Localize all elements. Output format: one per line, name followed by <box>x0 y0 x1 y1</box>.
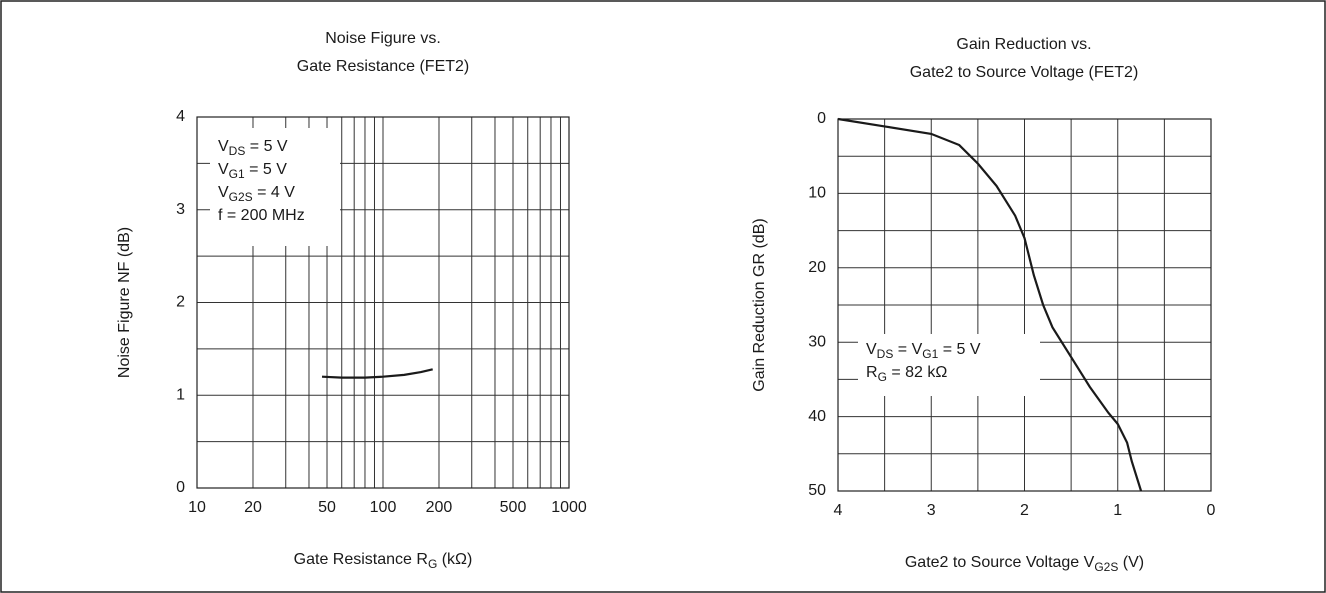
subscript: G2S <box>229 190 253 204</box>
x-tick-label: 0 <box>1207 502 1216 519</box>
x-tick-label: 50 <box>318 499 336 516</box>
subscript: DS <box>229 144 246 158</box>
y-tick-label: 20 <box>808 259 826 276</box>
y-tick-label: 4 <box>176 108 185 125</box>
text-part: f = 200 MHz <box>218 207 305 224</box>
annotation: VG2S = 4 V <box>218 184 295 204</box>
text-part: = 4 V <box>253 184 296 201</box>
text-part: V <box>218 161 229 178</box>
text-part: = 5 V <box>245 161 288 178</box>
annotation: f = 200 MHz <box>218 207 305 224</box>
text-part: V <box>218 138 229 155</box>
subscript: DS <box>877 347 894 361</box>
data-line <box>837 117 1143 492</box>
text-part: V <box>218 184 229 201</box>
y-axis-label: Noise Figure NF (dB) <box>116 227 133 378</box>
x-tick-label: 200 <box>426 499 453 516</box>
x-tick-label: 3 <box>927 502 936 519</box>
text-part: R <box>866 364 878 381</box>
data-line <box>321 368 433 379</box>
chart-title: Gate Resistance (FET2) <box>297 58 470 75</box>
plot-frame <box>196 116 570 489</box>
chart-title: Noise Figure vs. <box>325 30 441 47</box>
subscript: G <box>878 370 887 384</box>
y-tick-label: 3 <box>176 201 185 218</box>
x-tick-label: 500 <box>500 499 527 516</box>
text-part: = 82 kΩ <box>887 364 947 381</box>
y-axis-label: Gain Reduction GR (dB) <box>751 218 768 391</box>
y-tick-label: 30 <box>808 333 826 350</box>
x-tick-label: 1 <box>1113 502 1122 519</box>
annotation: VDS = 5 V <box>218 138 288 158</box>
x-tick-label: 10 <box>188 499 206 516</box>
x-tick-label: 2 <box>1020 502 1029 519</box>
text-part: = 5 V <box>245 138 288 155</box>
plot-frame <box>837 118 1212 492</box>
text-part: V <box>866 341 877 358</box>
y-tick-label: 50 <box>808 482 826 499</box>
text-part: Gate Resistance R <box>294 551 428 568</box>
annotation-box <box>858 334 1040 396</box>
y-tick-label: 0 <box>817 110 826 127</box>
annotation: RG = 82 kΩ <box>866 364 947 384</box>
subscript: G1 <box>229 167 245 181</box>
y-tick-label: 40 <box>808 408 826 425</box>
chart-title: Gate2 to Source Voltage (FET2) <box>910 64 1139 81</box>
x-tick-label: 20 <box>244 499 262 516</box>
text-part: Gate2 to Source Voltage V <box>905 554 1095 571</box>
y-tick-label: 2 <box>176 294 185 311</box>
annotation-box <box>210 128 340 246</box>
x-tick-label: 100 <box>370 499 397 516</box>
y-tick-label: 10 <box>808 185 826 202</box>
annotation: VDS = VG1 = 5 V <box>866 341 981 361</box>
x-axis-label: Gate2 to Source Voltage VG2S (V) <box>905 554 1144 574</box>
y-tick-label: 1 <box>176 386 185 403</box>
subscript: G2S <box>1094 560 1118 574</box>
text-part: = V <box>893 341 922 358</box>
x-tick-label: 4 <box>834 502 843 519</box>
text-part: = 5 V <box>938 341 981 358</box>
x-axis-label: Gate Resistance RG (kΩ) <box>294 551 473 571</box>
text-part: (V) <box>1118 554 1144 571</box>
y-tick-label: 0 <box>176 479 185 496</box>
subscript: G1 <box>922 347 938 361</box>
text-part: (kΩ) <box>437 551 472 568</box>
annotation: VG1 = 5 V <box>218 161 287 181</box>
chart-title: Gain Reduction vs. <box>956 36 1091 53</box>
x-tick-label: 1000 <box>551 499 587 516</box>
subscript: G <box>428 557 437 571</box>
